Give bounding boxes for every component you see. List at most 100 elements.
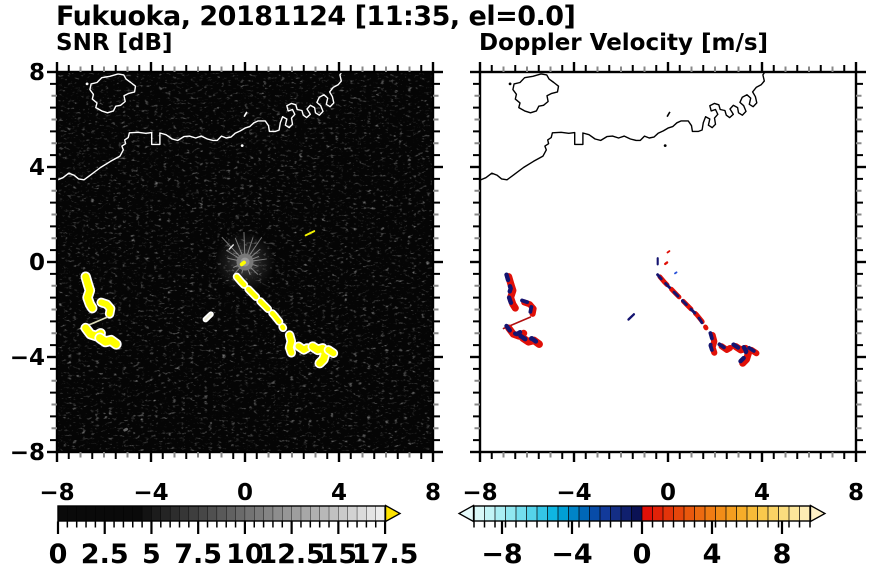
doppler-colorbar-segment bbox=[578, 505, 591, 522]
echo-se-arc bbox=[295, 343, 311, 353]
snr-colorbar-segment bbox=[319, 505, 330, 522]
snr-colorbar-segment bbox=[366, 505, 377, 522]
snr-mark-center-dot bbox=[239, 260, 246, 267]
dop-echo-neg-se-vblob bbox=[708, 331, 714, 353]
snr-colorbar-segment bbox=[197, 505, 209, 522]
doppler-panel bbox=[480, 72, 856, 452]
doppler-colorbar-segment bbox=[683, 505, 696, 522]
doppler-colorbar-segment bbox=[620, 505, 633, 522]
doppler-colorbar-segment bbox=[484, 505, 496, 522]
dop-echo-neg-se-tail bbox=[747, 346, 757, 354]
dop-echo-neg-main-streak bbox=[656, 273, 706, 328]
snr-colorbar-segment bbox=[291, 505, 302, 522]
snr-colorbar-segment bbox=[57, 505, 68, 522]
snr-colorbar-segment bbox=[263, 505, 274, 522]
snr-colorbar-segment bbox=[188, 505, 199, 522]
snr-colorbar-segment bbox=[113, 505, 124, 522]
islet-dot bbox=[240, 144, 244, 148]
snr-colorbar-label: 12.5 bbox=[258, 539, 325, 570]
dop-echo-neg-se-hook bbox=[731, 342, 749, 364]
dop-echo-neg-w-cluster-squiggle bbox=[504, 272, 516, 309]
doppler-colorbar-segment bbox=[473, 505, 486, 522]
snr-colorbar-label: 0 bbox=[49, 539, 68, 570]
doppler-colorbar-segment bbox=[673, 505, 685, 522]
x-tick-label: 0 bbox=[660, 480, 676, 506]
doppler-colorbar-segment bbox=[694, 505, 706, 522]
doppler-colorbar-segment bbox=[515, 505, 528, 522]
snr-colorbar-segment bbox=[338, 505, 349, 522]
doppler-colorbar-segment bbox=[568, 505, 580, 522]
snr-colorbar-segment bbox=[141, 505, 152, 522]
doppler-colorbar-segment bbox=[536, 505, 549, 522]
dop-mark-red-dot bbox=[666, 250, 671, 254]
snr-panel-title: SNR [dB] bbox=[56, 30, 173, 56]
doppler-colorbar-segment bbox=[715, 505, 727, 522]
snr-panel bbox=[57, 72, 433, 452]
dop-echo-neg-w-cluster-hook bbox=[520, 298, 534, 314]
snr-mark-white-dash bbox=[228, 244, 235, 250]
snr-colorbar-segment bbox=[95, 505, 106, 522]
doppler-colorbar-segment bbox=[652, 505, 664, 522]
snr-mark-ne-dash bbox=[304, 230, 316, 237]
snr-colorbar-segment bbox=[272, 505, 283, 522]
snr-colorbar-label: 10 bbox=[226, 539, 264, 570]
snr-colorbar-segment bbox=[169, 505, 180, 522]
echo-w-cluster-squiggle bbox=[82, 273, 96, 312]
doppler-colorbar-segment bbox=[610, 505, 622, 522]
doppler-colorbar-label: 8 bbox=[773, 539, 792, 570]
doppler-panel-title: Doppler Velocity [m/s] bbox=[479, 30, 769, 56]
doppler-colorbar-segment bbox=[505, 505, 517, 522]
doppler-colorbar-segment bbox=[599, 505, 612, 522]
y-tick-label: −4 bbox=[10, 345, 45, 371]
axes-and-ticks: −8 −4 0 4 8 8 4 0 −4 −8 −8 −4 0 4 8 bbox=[10, 60, 866, 506]
doppler-colorbar-segment bbox=[746, 505, 759, 522]
doppler-colorbar-segment bbox=[767, 505, 780, 522]
snr-colorbar-label: 15 bbox=[320, 539, 358, 570]
doppler-colorbar-segment bbox=[526, 505, 538, 522]
doppler-colorbar-label: 4 bbox=[703, 539, 722, 570]
y-tick-label: 4 bbox=[29, 155, 45, 181]
snr-colorbar-label: 17.5 bbox=[352, 539, 419, 570]
snr-colorbar-segment bbox=[310, 505, 321, 522]
snr-colorbar-segment bbox=[328, 505, 339, 522]
doppler-colorbar: −8 −4 0 4 8 bbox=[457, 504, 827, 570]
echo-w-cluster-blob bbox=[96, 334, 120, 348]
doppler-colorbar-segment bbox=[557, 505, 570, 522]
y-tick-label: 0 bbox=[29, 250, 45, 276]
x-tick-label: 0 bbox=[237, 480, 253, 506]
dop-echo-neg-se-arc bbox=[717, 342, 730, 350]
doppler-colorbar-segment bbox=[641, 505, 654, 522]
snr-colorbar-segment bbox=[216, 505, 227, 522]
doppler-colorbar-segment bbox=[704, 505, 717, 522]
doppler-colorbar-segment bbox=[778, 505, 790, 522]
figure-title: Fukuoka, 20181124 [11:35, el=0.0] bbox=[56, 1, 576, 32]
snr-colorbar-segment bbox=[207, 505, 218, 522]
island-outline bbox=[512, 73, 560, 114]
island-outline bbox=[89, 73, 137, 114]
x-tick-label: 4 bbox=[754, 480, 770, 506]
doppler-colorbar-segment bbox=[799, 505, 811, 522]
snr-colorbar-over-arrow bbox=[384, 504, 402, 523]
dop-mark-blue-dot bbox=[674, 271, 678, 275]
snr-colorbar-segment bbox=[179, 505, 190, 522]
snr-colorbar-segment bbox=[244, 505, 255, 522]
doppler-colorbar-label: 0 bbox=[633, 539, 652, 570]
snr-colorbar-label: 5 bbox=[142, 539, 161, 570]
dop-echo-neg-w-cluster-arc bbox=[504, 323, 524, 337]
dop-mark-center-red-dot bbox=[664, 261, 669, 266]
doppler-colorbar-segment bbox=[631, 505, 643, 522]
snr-colorbar-segment bbox=[151, 505, 162, 522]
snr-colorbar-segment bbox=[76, 505, 87, 522]
doppler-colorbar-under-arrow bbox=[457, 504, 475, 523]
snr-colorbar-label: 2.5 bbox=[81, 539, 129, 570]
echo-se-vblob bbox=[286, 332, 295, 356]
snr-colorbar-segment bbox=[67, 505, 78, 522]
echo-w-cluster-hook bbox=[98, 299, 114, 317]
dop-echo-small-dash bbox=[627, 313, 636, 321]
snr-mark-faint-dot bbox=[123, 427, 129, 432]
islet-dot bbox=[85, 82, 89, 86]
islet-dash bbox=[243, 111, 248, 118]
snr-colorbar-segment bbox=[235, 505, 246, 522]
